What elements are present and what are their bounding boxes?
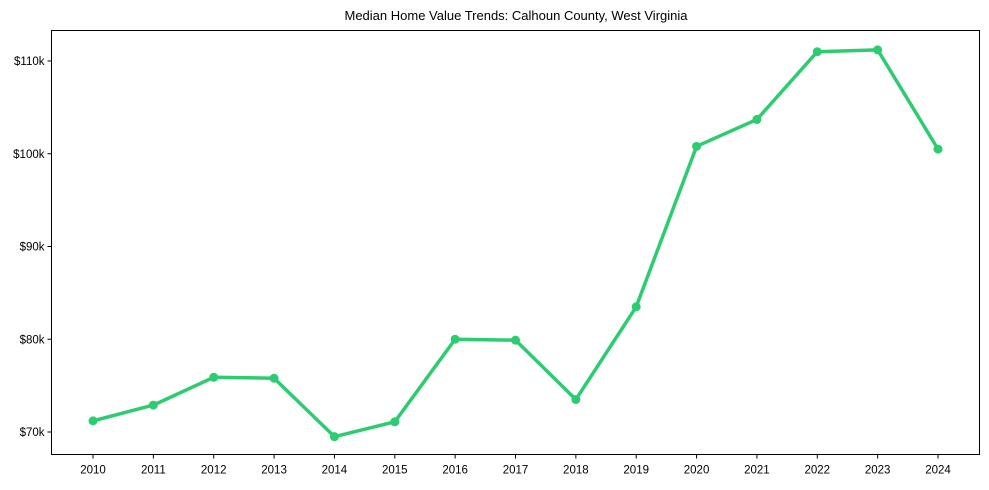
plot-frame [51,30,980,455]
x-tick-label: 2021 [744,465,770,477]
y-tick-label: $90k [20,242,45,254]
data-point [631,302,641,312]
y-tick-label: $110k [14,56,45,68]
chart-title: Median Home Value Trends: Calhoun County… [344,8,688,23]
x-tick-label: 2022 [804,465,830,477]
x-tick-label: 2012 [201,465,227,477]
data-point [933,144,943,154]
x-axis: 2010 2011 2012 2013 2014 2015 2016 2017 2018 2019… [80,454,951,477]
data-point [88,416,98,426]
x-tick-label: 2018 [563,465,589,477]
x-tick-label: 2016 [442,465,468,477]
series-line [91,48,940,439]
x-tick-label: 2019 [623,465,649,477]
y-tick-label: $80k [20,334,45,346]
data-point [329,432,339,442]
data-point [209,372,219,382]
x-tick-label: 2024 [925,465,951,477]
x-tick-label: 2014 [322,465,348,477]
data-point [450,334,460,344]
x-tick-label: 2020 [684,465,710,477]
data-point [511,335,520,345]
x-tick-label: 2011 [141,465,166,477]
y-tick-label: $100k [13,149,45,161]
y-axis: $70k $80k $90k $100k $110k [13,56,52,439]
x-tick-label: 2010 [80,465,106,477]
data-point [873,45,883,55]
x-tick-label: 2023 [865,465,891,477]
data-point [812,47,822,57]
y-tick-label: $70k [20,427,45,439]
data-point [390,417,400,427]
data-point [571,395,581,405]
x-tick-label: 2013 [261,465,287,477]
data-point [269,373,279,383]
data-point [752,114,762,124]
data-point [148,400,158,410]
data-point [692,141,702,151]
x-tick-label: 2015 [382,465,408,477]
x-tick-label: 2017 [503,465,529,477]
data-markers [88,45,943,442]
